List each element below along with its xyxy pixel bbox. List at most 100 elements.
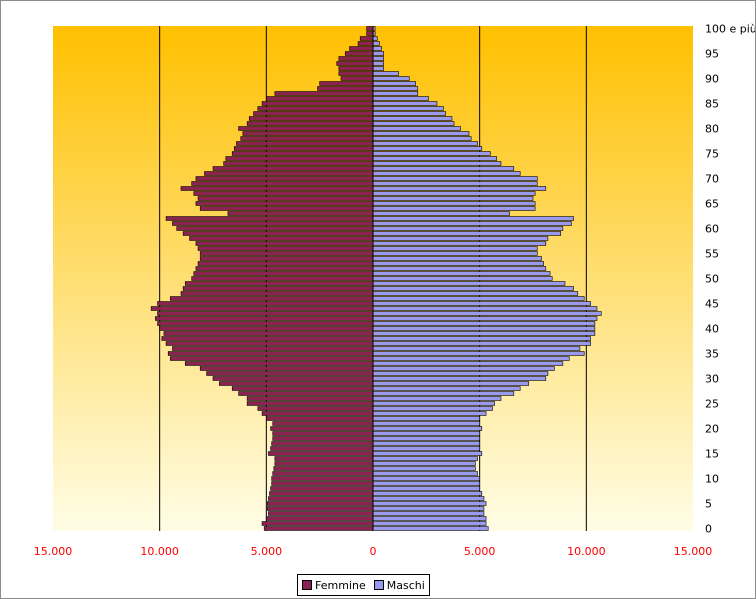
- bar-femmine: [266, 96, 374, 101]
- bar-maschi: [372, 371, 549, 376]
- bar-femmine: [272, 421, 374, 426]
- bar-femmine: [176, 226, 374, 231]
- bar-maschi: [372, 91, 419, 96]
- bar-maschi: [372, 271, 551, 276]
- bar-femmine: [197, 261, 374, 266]
- bar-maschi: [372, 61, 384, 66]
- bar-maschi: [372, 406, 493, 411]
- bar-femmine: [170, 356, 374, 361]
- bar-maschi: [372, 296, 585, 301]
- bar-femmine: [268, 451, 374, 456]
- bar-femmine: [157, 301, 374, 306]
- bar-femmine: [165, 341, 374, 346]
- y-tick-label: 50: [705, 273, 719, 286]
- y-tick-label: 100 e più: [705, 23, 755, 36]
- bar-maschi: [372, 491, 483, 496]
- legend-item-maschi: Maschi: [373, 579, 425, 592]
- bar-femmine: [344, 51, 374, 56]
- bar-femmine: [180, 186, 374, 191]
- bar-femmine: [271, 476, 374, 481]
- y-tick-label: 85: [705, 98, 719, 111]
- bar-femmine: [223, 161, 374, 166]
- bar-maschi: [372, 256, 542, 261]
- bar-maschi: [372, 171, 521, 176]
- bar-femmine: [197, 196, 374, 201]
- bar-femmine: [191, 276, 374, 281]
- bar-maschi: [372, 416, 480, 421]
- bar-femmine: [231, 386, 374, 391]
- bar-femmine: [212, 166, 374, 171]
- bar-femmine: [199, 366, 374, 371]
- bar-maschi: [372, 136, 472, 141]
- bar-maschi: [372, 241, 547, 246]
- bar-femmine: [267, 501, 374, 506]
- bar-femmine: [271, 481, 374, 486]
- bar-femmine: [319, 81, 374, 86]
- bar-femmine: [195, 176, 374, 181]
- x-tick-label: 15.000: [674, 545, 713, 558]
- bar-maschi: [372, 46, 382, 51]
- bar-maschi: [372, 476, 480, 481]
- y-tick-label: 90: [705, 73, 719, 86]
- bar-femmine: [157, 311, 374, 316]
- y-tick-label: 15: [705, 448, 719, 461]
- bar-maschi: [372, 101, 438, 106]
- bar-femmine: [273, 466, 374, 471]
- bar-femmine: [266, 416, 374, 421]
- bar-femmine: [238, 126, 374, 131]
- y-tick-label: 25: [705, 398, 719, 411]
- bar-femmine: [165, 216, 374, 221]
- bar-femmine: [170, 296, 374, 301]
- bar-maschi: [372, 361, 564, 366]
- x-tick-label: 5.000: [464, 545, 496, 558]
- bar-maschi: [372, 411, 487, 416]
- bar-maschi: [372, 311, 602, 316]
- population-pyramid-chart: 15.000 10.000 5.000 0 5.000 10.000 15.000 0 5 10 1…: [34, 23, 755, 559]
- bar-maschi: [372, 461, 476, 466]
- bar-femmine: [195, 241, 374, 246]
- bar-femmine: [225, 156, 374, 161]
- bar-maschi: [372, 331, 596, 336]
- bar-maschi: [372, 261, 544, 266]
- bar-femmine: [182, 286, 374, 291]
- bar-maschi: [372, 471, 478, 476]
- x-tick-label: 5.000: [251, 545, 283, 558]
- bar-maschi: [372, 381, 530, 386]
- bar-maschi: [372, 226, 564, 231]
- bar-femmine: [349, 46, 374, 51]
- bar-femmine: [199, 256, 374, 261]
- bar-femmine: [199, 206, 374, 211]
- bar-femmine: [238, 391, 374, 396]
- bar-femmine: [261, 521, 374, 526]
- bar-femmine: [182, 231, 374, 236]
- bar-maschi: [372, 301, 591, 306]
- bar-femmine: [199, 251, 374, 256]
- bar-femmine: [150, 306, 374, 311]
- bar-femmine: [227, 211, 374, 216]
- bar-femmine: [219, 381, 374, 386]
- bar-maschi: [372, 481, 480, 486]
- bar-maschi: [372, 71, 399, 76]
- bar-femmine: [195, 266, 374, 271]
- y-tick-label: 20: [705, 423, 719, 436]
- bar-maschi: [372, 251, 538, 256]
- bar-maschi: [372, 266, 547, 271]
- bar-femmine: [338, 56, 374, 61]
- bar-maschi: [372, 86, 419, 91]
- bar-maschi: [372, 191, 536, 196]
- bar-maschi: [372, 341, 591, 346]
- x-tick-label: 15.000: [34, 545, 73, 558]
- legend-item-femmine: Femmine: [302, 579, 366, 592]
- bar-maschi: [372, 516, 487, 521]
- bar-femmine: [172, 346, 374, 351]
- y-tick-label: 35: [705, 348, 719, 361]
- bar-maschi: [372, 76, 410, 81]
- bar-maschi: [372, 486, 480, 491]
- bar-femmine: [193, 191, 374, 196]
- bar-maschi: [372, 431, 480, 436]
- bar-maschi: [372, 41, 380, 46]
- bar-maschi: [372, 281, 566, 286]
- bar-femmine: [340, 76, 374, 81]
- bar-maschi: [372, 291, 579, 296]
- bar-maschi: [372, 66, 384, 71]
